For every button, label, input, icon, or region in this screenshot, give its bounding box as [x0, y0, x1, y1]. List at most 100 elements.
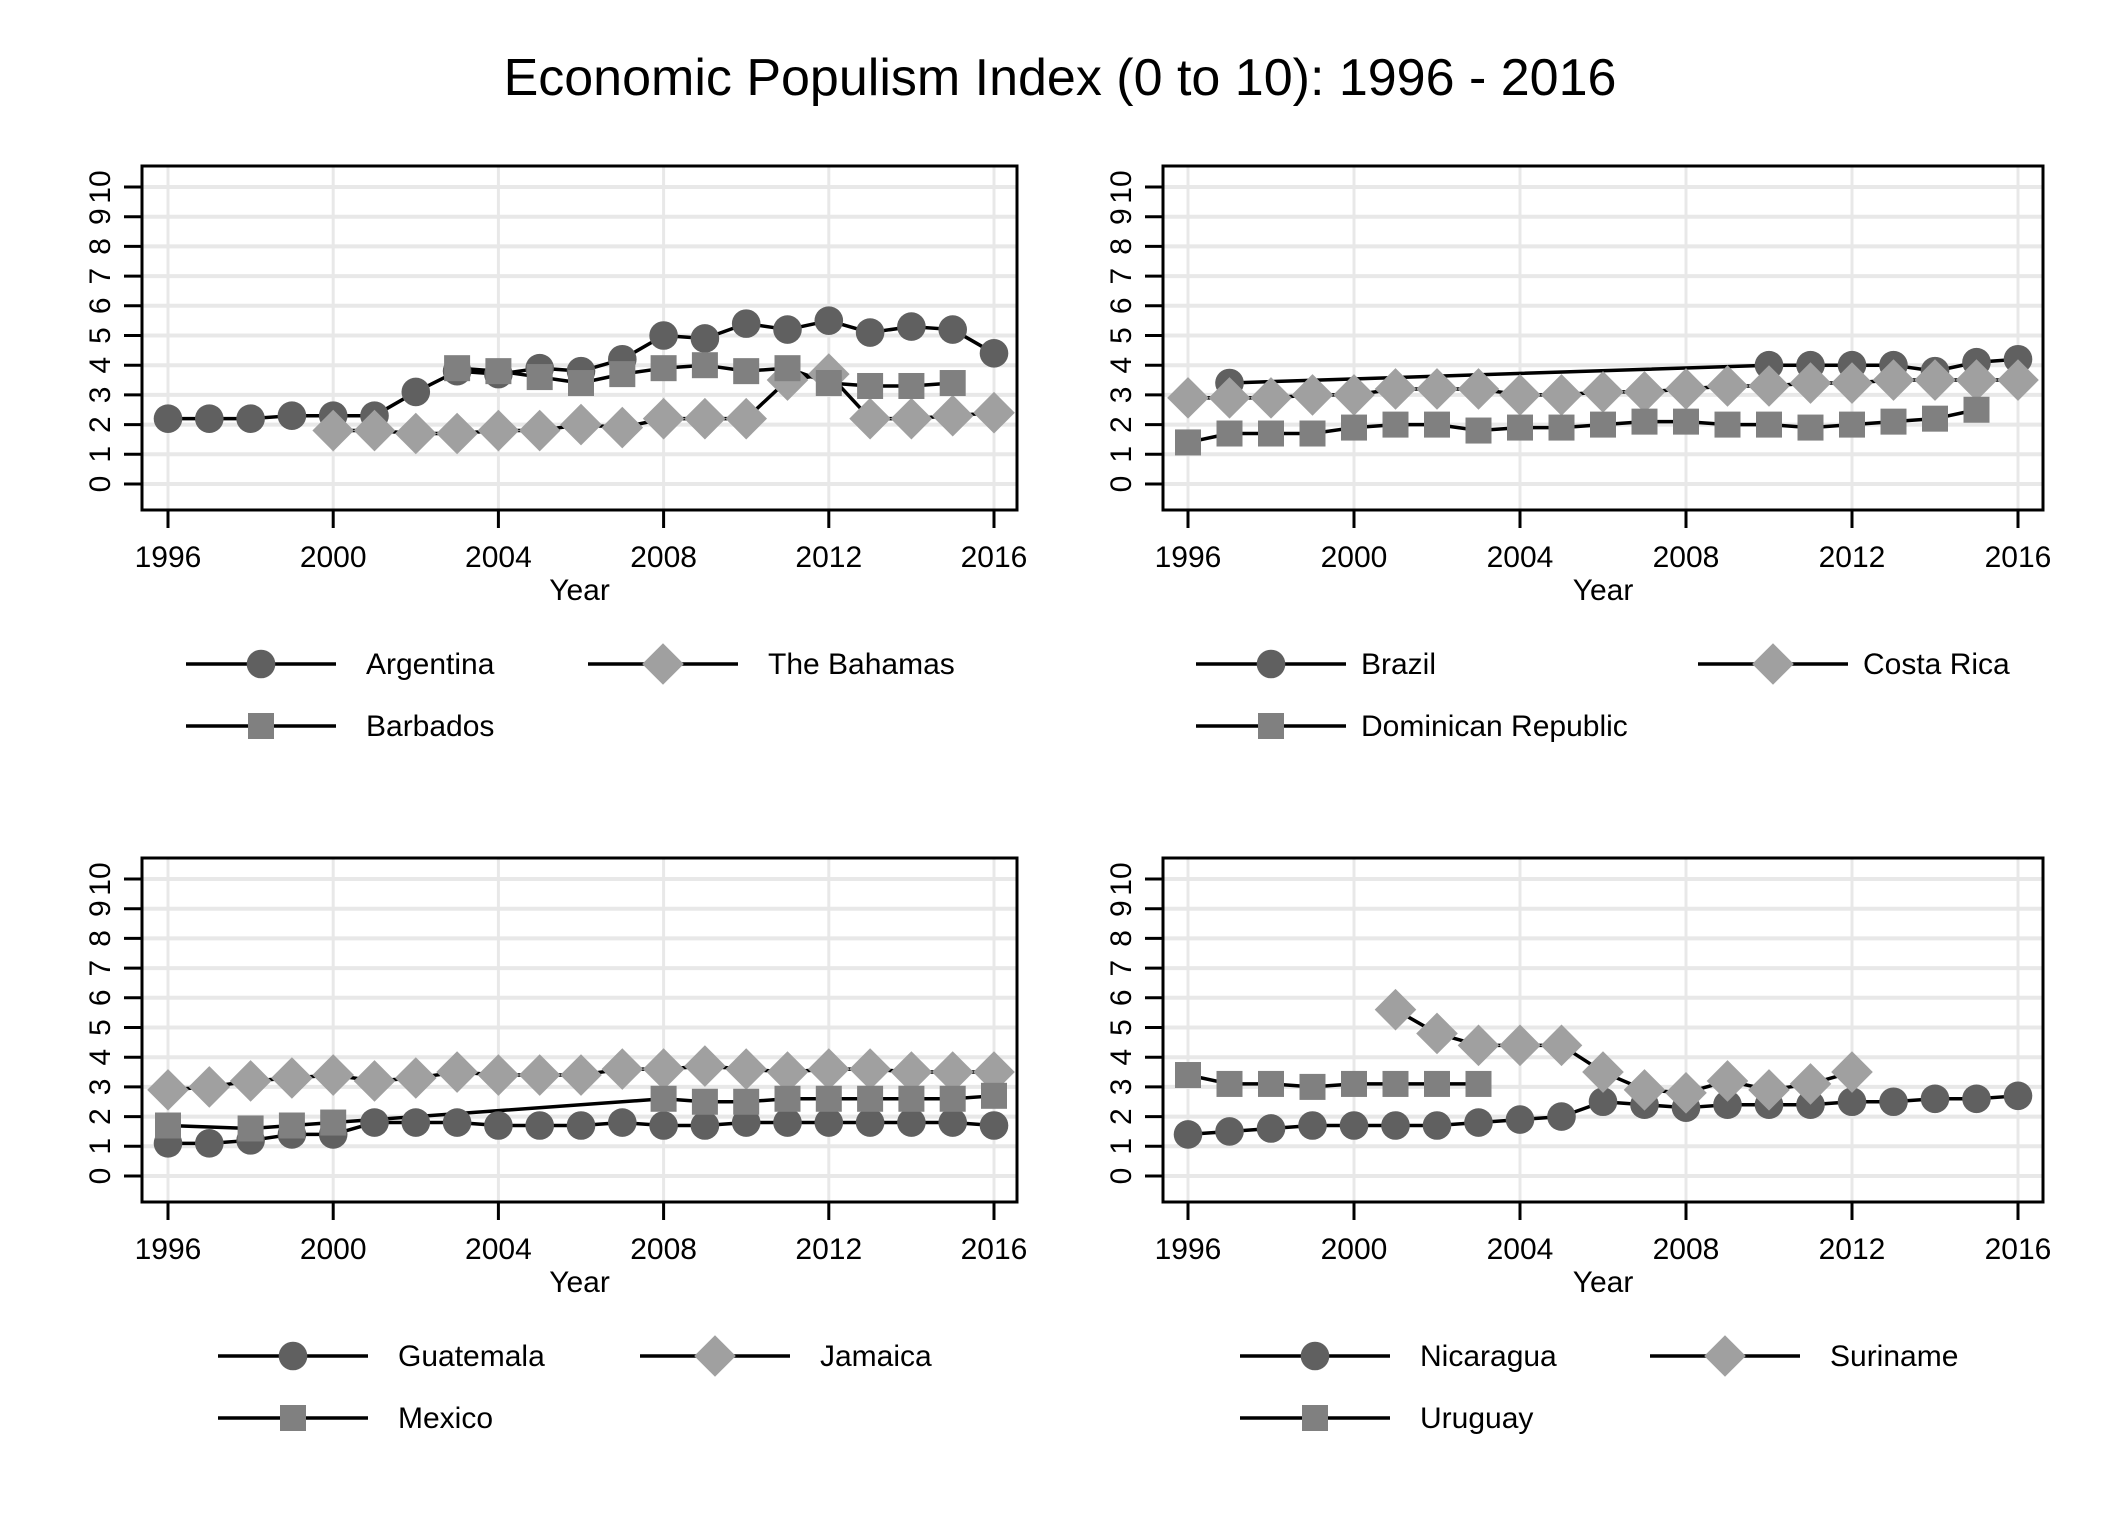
plot-frame: [140, 856, 1019, 1204]
data-point-guatemala: [690, 1111, 720, 1140]
y-tick-label: 9: [1105, 900, 1138, 917]
panel-1: 0 1 2 3 4 5 6 7 8 9 10 1996 2000 2004 2008 2012 2016 Year…: [84, 164, 1028, 743]
data-point-dominican-republic: [1424, 411, 1450, 438]
x-tick-label: 2000: [1321, 1233, 1388, 1266]
data-point-mexico: [650, 1085, 677, 1112]
plot-frame: [1161, 856, 2045, 1204]
data-point-mexico: [939, 1085, 966, 1112]
data-point-guatemala: [360, 1108, 389, 1137]
data-point-the-bahamas: [312, 409, 354, 452]
x-axis-title: Year: [549, 574, 610, 607]
x-tick-label: 2012: [795, 1233, 862, 1266]
data-point-suriname: [1789, 1063, 1832, 1105]
data-point-dominican-republic: [1507, 414, 1533, 441]
data-point-argentina: [277, 401, 307, 430]
square-icon: [1258, 713, 1284, 739]
data-point-uruguay: [1299, 1073, 1326, 1100]
y-tick-label: 9: [84, 208, 117, 225]
y-tick-label: 6: [84, 297, 117, 314]
x-tick-label: 2016: [961, 1233, 1028, 1266]
data-point-dominican-republic: [1258, 420, 1284, 447]
legend-item: Brazil: [1196, 648, 1436, 681]
data-point-nicaragua: [1215, 1117, 1244, 1146]
data-point-the-bahamas: [725, 397, 767, 440]
x-tick-label: 2016: [961, 541, 1028, 574]
data-point-jamaica: [684, 1045, 726, 1087]
data-point-suriname: [1748, 1069, 1790, 1111]
legend-label: Uruguay: [1420, 1402, 1533, 1435]
legend-item: Dominican Republic: [1196, 710, 1628, 743]
data-point-barbados: [444, 355, 471, 382]
circle-icon: [1300, 1341, 1330, 1371]
data-point-costa-rica: [1623, 371, 1666, 413]
data-point-dominican-republic: [1673, 408, 1699, 435]
data-point-costa-rica: [1374, 368, 1417, 410]
data-point-jamaica: [395, 1057, 437, 1099]
y-tick-label: 9: [84, 900, 117, 917]
data-point-barbados: [939, 370, 966, 397]
x-tick-label: 2012: [1819, 541, 1886, 574]
data-point-guatemala: [855, 1108, 885, 1137]
data-point-jamaica: [931, 1051, 974, 1093]
panel-2: 0 1 2 3 4 5 6 7 8 9 10 1996 2000 2004 2008 2012 2016 Year…: [1105, 164, 2051, 743]
legend-label: The Bahamas: [768, 648, 955, 681]
y-tick-label: 5: [1105, 327, 1138, 344]
y-tick-label: 10: [84, 170, 117, 203]
y-tick-label: 1: [1105, 446, 1138, 463]
data-point-dominican-republic: [1216, 420, 1243, 447]
circle-icon: [246, 649, 276, 679]
diamond-icon: [642, 643, 684, 685]
data-point-the-bahamas: [890, 397, 933, 440]
data-point-suriname: [1831, 1051, 1873, 1093]
data-point-jamaica: [436, 1051, 478, 1093]
data-point-the-bahamas: [395, 412, 437, 455]
y-tick-label: 6: [84, 989, 117, 1006]
data-point-barbados: [898, 372, 925, 399]
y-tick-label: 7: [84, 960, 117, 977]
legend-label: Brazil: [1361, 648, 1436, 681]
data-point-the-bahamas: [684, 397, 726, 440]
y-tick-label: 1: [1105, 1138, 1138, 1155]
data-point-barbados: [857, 372, 884, 399]
data-point-argentina: [897, 312, 926, 341]
data-point-barbados: [815, 370, 842, 397]
data-point-guatemala: [484, 1111, 513, 1140]
data-point-argentina: [731, 309, 761, 338]
data-point-guatemala: [566, 1111, 596, 1140]
y-tick-label: 8: [84, 930, 117, 947]
data-point-argentina: [153, 404, 183, 433]
x-tick-label: 1996: [135, 541, 202, 574]
data-point-suriname: [1457, 1024, 1500, 1067]
y-tick-label: 7: [84, 268, 117, 285]
data-point-barbados: [650, 355, 677, 382]
data-point-barbados: [774, 355, 801, 382]
data-point-guatemala: [773, 1108, 802, 1137]
x-tick-label: 1996: [135, 1233, 202, 1266]
data-point-dominican-republic: [1880, 408, 1907, 435]
data-point-suriname: [1665, 1072, 1707, 1114]
data-point-dominican-republic: [1341, 414, 1367, 441]
y-tick-label: 10: [1105, 170, 1138, 203]
data-point-dominican-republic: [1963, 396, 1990, 423]
data-point-dominican-republic: [1714, 411, 1741, 438]
y-tick-label: 5: [84, 327, 117, 344]
data-point-the-bahamas: [436, 412, 478, 455]
data-point-suriname: [1499, 1024, 1541, 1067]
legend-label: Argentina: [366, 648, 495, 681]
y-tick-label: 3: [84, 387, 117, 404]
x-tick-label: 2016: [1985, 1233, 2052, 1266]
data-point-nicaragua: [1173, 1120, 1203, 1149]
data-point-argentina: [401, 377, 431, 407]
panel-3: 0 1 2 3 4 5 6 7 8 9 10 1996 2000 2004 2008 2012 2016 Year…: [84, 856, 1028, 1435]
data-point-nicaragua: [1422, 1111, 1452, 1140]
data-point-uruguay: [1465, 1070, 1492, 1097]
legend-label: Nicaragua: [1420, 1340, 1557, 1373]
data-point-the-bahamas: [477, 409, 520, 452]
plot-frame: [1161, 164, 2045, 512]
x-tick-label: 2012: [1819, 1233, 1886, 1266]
y-tick-label: 3: [1105, 387, 1138, 404]
data-point-suriname: [1374, 988, 1417, 1031]
data-point-the-bahamas: [849, 397, 891, 440]
data-point-costa-rica: [1457, 368, 1500, 410]
y-tick-label: 0: [84, 476, 117, 493]
